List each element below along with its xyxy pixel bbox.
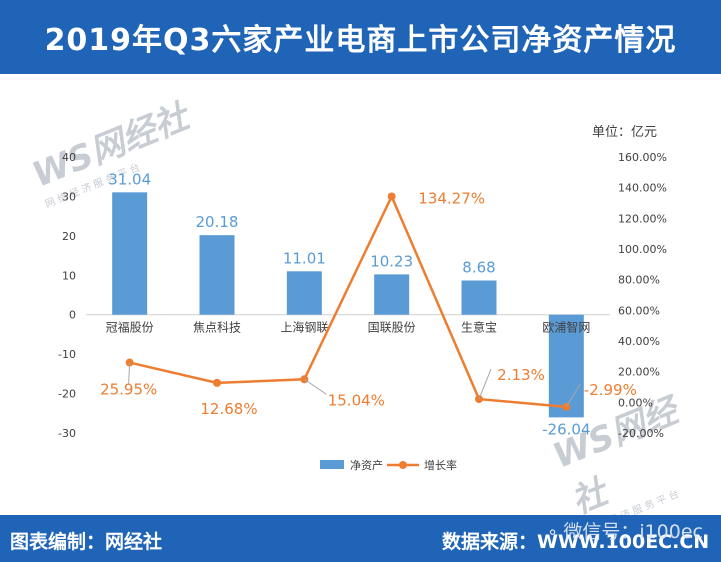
growth-rate-point bbox=[213, 378, 221, 387]
bar bbox=[548, 314, 584, 418]
left-axis-tick-label: 0 bbox=[69, 309, 76, 322]
footer-author: 图表编制：网经社 bbox=[10, 531, 163, 553]
footer-banner: 图表编制：网经社 数据来源：WWW.100EC.CN ⚬ 微信号：i100ec bbox=[0, 515, 721, 562]
right-axis-tick-label: 80.00% bbox=[618, 274, 660, 287]
right-axis-tick-label: 60.00% bbox=[618, 304, 660, 317]
data-label-leader bbox=[128, 362, 131, 384]
category-label: 上海钢联 bbox=[280, 320, 328, 335]
right-axis-tick-label: 140.00% bbox=[618, 182, 667, 195]
wechat-icon: ⚬ bbox=[545, 523, 560, 542]
legend-label-bar: 净资产 bbox=[350, 458, 383, 472]
right-axis-tick-label: -20.00% bbox=[618, 427, 664, 440]
right-axis-tick-label: 20.00% bbox=[618, 366, 660, 379]
bar bbox=[286, 271, 322, 315]
bar-value-label: 20.18 bbox=[196, 213, 239, 231]
left-axis-tick-label: 20 bbox=[62, 230, 76, 243]
wechat-badge: ⚬ 微信号：i100ec bbox=[546, 517, 703, 544]
legend-swatch-line-marker bbox=[399, 461, 407, 469]
title-banner: 2019年Q3六家产业电商上市公司净资产情况 bbox=[0, 0, 721, 74]
footer-source: 数据来源：WWW.100EC.CN bbox=[442, 531, 710, 553]
data-label-leader bbox=[565, 383, 581, 408]
line-value-label: 2.13% bbox=[497, 366, 545, 384]
chart-area: 单位：亿元 40 30 20 10 0 -10 -20 -30 160.00% 140.00% 120… bbox=[0, 80, 721, 515]
left-axis-tick-label: 40 bbox=[62, 151, 76, 164]
line-value-label: 134.27% bbox=[418, 189, 485, 207]
bar-value-label: -26.04 bbox=[542, 420, 590, 438]
data-label-leader bbox=[478, 368, 492, 400]
category-label: 焦点科技 bbox=[193, 321, 241, 335]
category-label: 欧浦智网 bbox=[542, 320, 590, 335]
right-axis-tick-label: 100.00% bbox=[618, 243, 667, 256]
growth-rate-line bbox=[129, 193, 567, 409]
line-value-label: -2.99% bbox=[584, 381, 637, 399]
right-axis-tick-label: 120.00% bbox=[618, 212, 667, 225]
left-axis-tick-label: -20 bbox=[58, 388, 76, 401]
right-axis-tick-label: 0.00% bbox=[618, 396, 653, 409]
bar-value-label: 10.23 bbox=[370, 252, 413, 270]
chart-title: 2019年Q3六家产业电商上市公司净资产情况 bbox=[44, 23, 677, 58]
growth-rate-point bbox=[387, 192, 396, 201]
bar bbox=[374, 274, 410, 315]
left-axis-tick-label: 10 bbox=[62, 269, 76, 282]
category-label: 国联股份 bbox=[368, 321, 416, 335]
left-axis-tick-label: 30 bbox=[62, 190, 76, 203]
right-axis-tick-label: 40.00% bbox=[618, 335, 660, 348]
bar-value-label: 31.04 bbox=[108, 170, 151, 188]
left-axis-tick-label: -10 bbox=[58, 348, 76, 361]
line-value-label: 25.95% bbox=[100, 381, 157, 399]
wechat-id: 微信号：i100ec bbox=[563, 521, 703, 543]
bar-value-label: 11.01 bbox=[283, 249, 326, 267]
unit-label: 单位：亿元 bbox=[592, 125, 657, 140]
legend-swatch-bar bbox=[320, 460, 344, 469]
left-axis-tick-label: -30 bbox=[58, 427, 76, 440]
bar-value-label: 8.68 bbox=[462, 258, 495, 276]
category-label: 生意宝 bbox=[461, 320, 497, 335]
bar bbox=[199, 235, 235, 315]
combo-chart: 单位：亿元 40 30 20 10 0 -10 -20 -30 160.00% 140.00% 120… bbox=[58, 125, 667, 472]
right-axis-tick-label: 160.00% bbox=[618, 151, 667, 164]
legend-label-line: 增长率 bbox=[424, 458, 457, 472]
line-value-label: 12.68% bbox=[200, 400, 257, 418]
bar bbox=[112, 192, 148, 315]
category-label: 冠福股份 bbox=[106, 320, 154, 335]
bar bbox=[461, 280, 497, 315]
data-label-leader bbox=[304, 378, 327, 395]
line-value-label: 15.04% bbox=[328, 391, 385, 409]
